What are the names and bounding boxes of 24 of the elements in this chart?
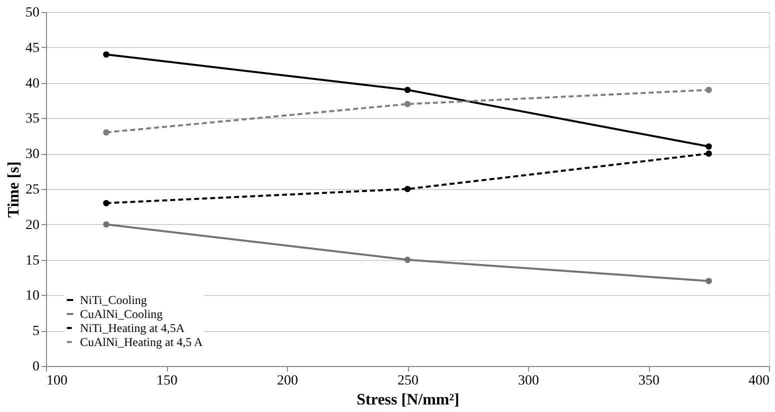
x-tick-label: 300 (518, 374, 539, 388)
y-tick-label: 40 (26, 76, 40, 92)
y-tick-label: 30 (26, 147, 40, 162)
y-tick-label: 15 (26, 253, 40, 268)
legend-label: CuAlNi_Heating at 4,5 A (80, 335, 203, 349)
x-tick-label: 150 (156, 374, 178, 388)
legend-label: NiTi_Cooling (80, 293, 147, 307)
y-axis-title: Time [s] (6, 161, 22, 218)
y-tick-label: 5 (32, 324, 40, 340)
x-tick-label: 250 (398, 374, 418, 388)
y-tick-label: 25 (26, 182, 40, 198)
y-tick-label: 50 (26, 6, 40, 20)
x-tick-label: 100 (46, 374, 68, 388)
legend-label: CuAlNi_Cooling (80, 307, 163, 321)
x-axis-title: Stress [N/mm²] (356, 392, 460, 408)
x-tick-label: 350 (638, 374, 660, 388)
x-tick-label: 200 (277, 374, 298, 388)
y-tick-label: 35 (26, 112, 40, 127)
y-tick-label: 0 (32, 360, 40, 374)
y-tick-label: 45 (26, 40, 40, 56)
legend-label: NiTi_Heating at 4,5A (80, 321, 185, 335)
y-tick-label: 10 (26, 288, 40, 304)
y-tick-label: 20 (26, 218, 40, 233)
x-tick-label: 400 (748, 374, 770, 388)
